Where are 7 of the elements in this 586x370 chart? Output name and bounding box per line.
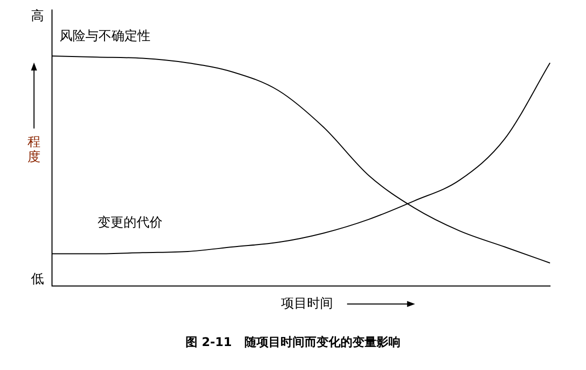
series-label: 变更的代价: [97, 216, 162, 231]
series-label: 风险与不确定性: [59, 29, 150, 44]
text: 低: [31, 272, 44, 287]
text: 图 2-11 随项目时间而变化的变量影响: [184, 334, 402, 351]
y-axis-title: 程度: [28, 134, 40, 165]
x-axis-title: 项目时间: [281, 296, 334, 312]
text: 高: [31, 8, 44, 24]
